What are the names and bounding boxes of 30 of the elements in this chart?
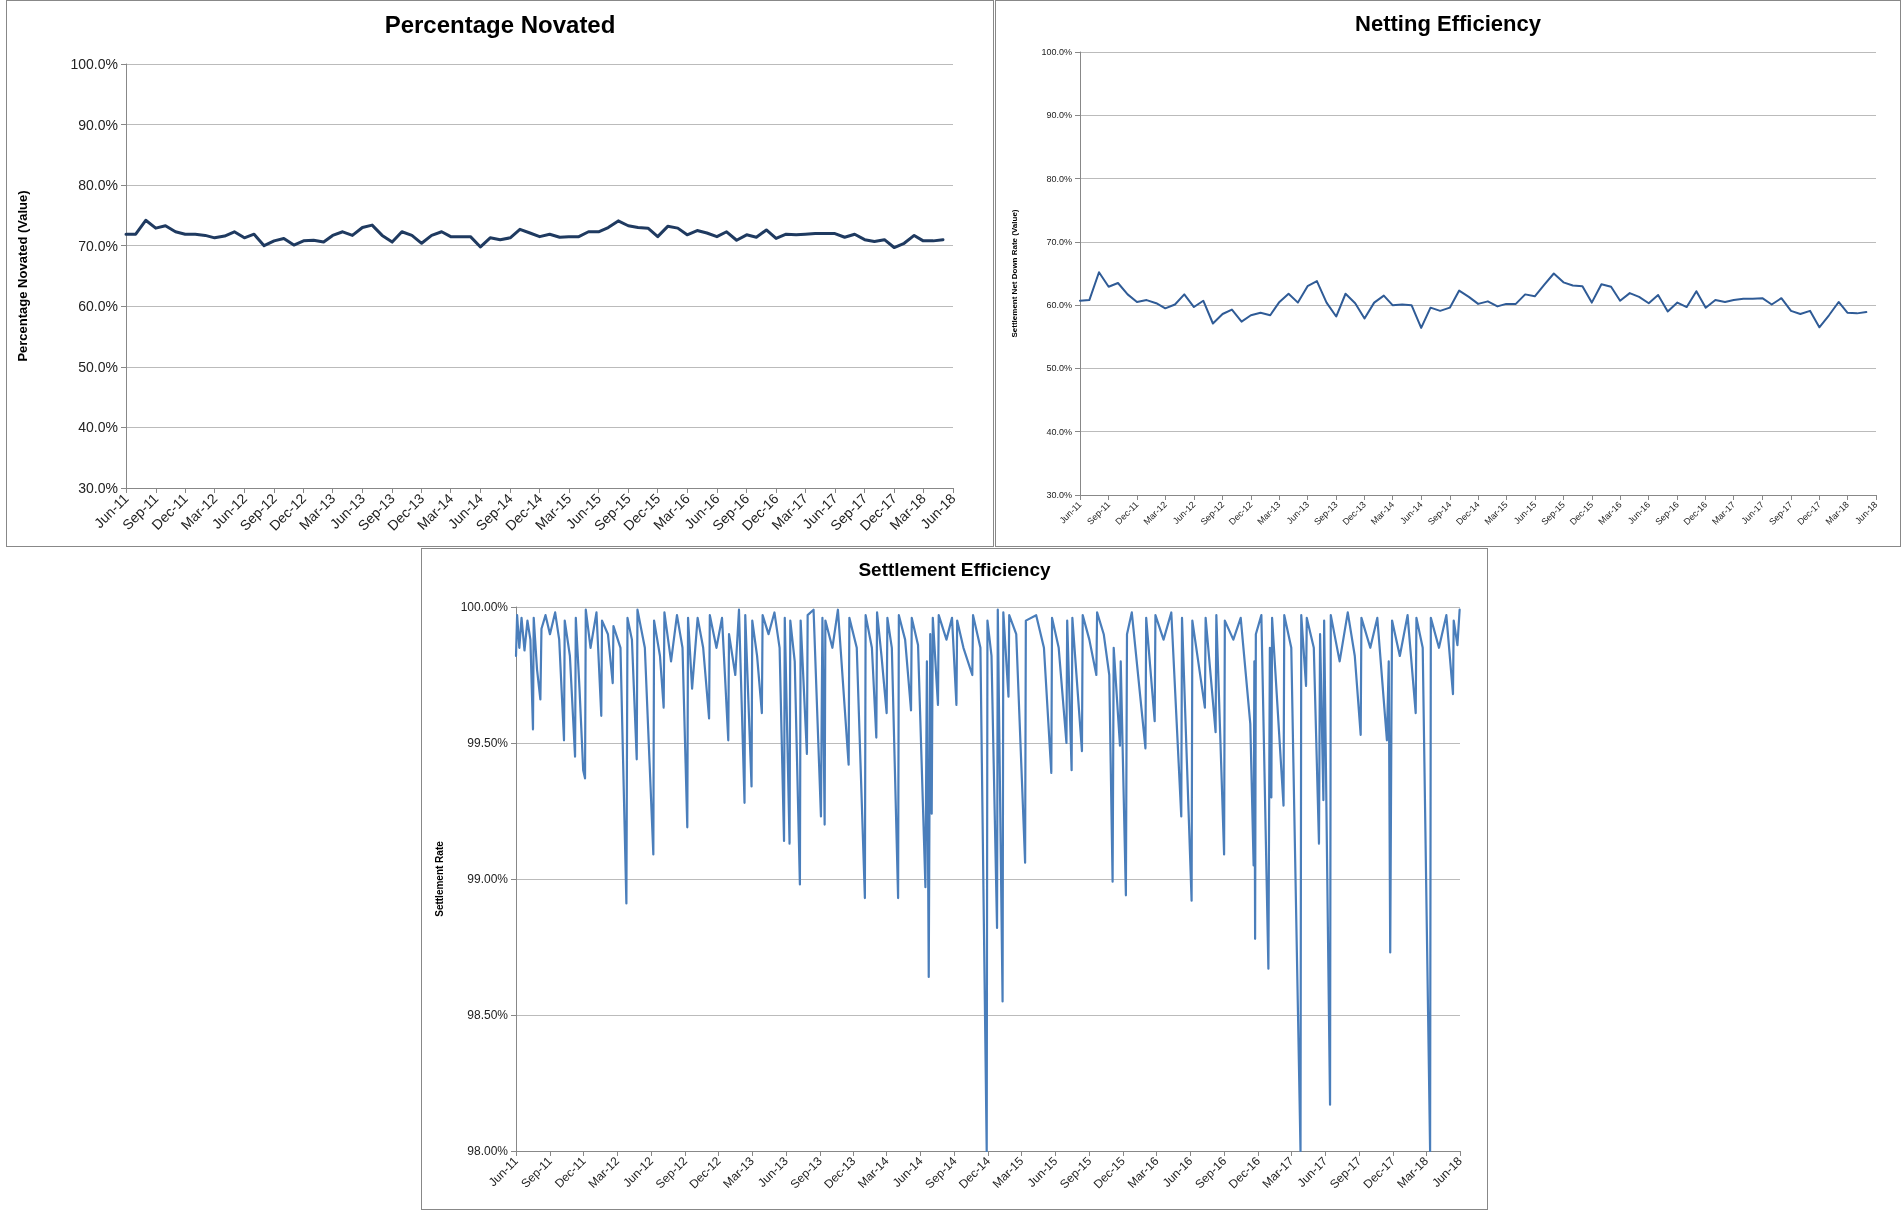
y-tick-label: 90.0%	[78, 116, 118, 133]
line-series	[514, 608, 1461, 1153]
y-tick-label: 50.0%	[1046, 363, 1072, 374]
y-tick-label: 70.0%	[78, 237, 118, 254]
y-tick-label: 80.0%	[78, 177, 118, 194]
y-tick-label: 98.00%	[467, 1144, 509, 1158]
y-tick-label: 60.0%	[78, 298, 118, 315]
y-tick-label: 100.0%	[1041, 47, 1072, 57]
y-tick-label: 90.0%	[1046, 110, 1072, 121]
y-tick-label: 80.0%	[1046, 173, 1072, 184]
y-tick-label: 50.0%	[78, 358, 118, 375]
line-series	[1079, 271, 1868, 329]
y-tick-label: 60.0%	[1046, 300, 1072, 311]
chart-title: Settlement Efficiency	[858, 559, 1052, 580]
y-tick-label: 99.00%	[467, 872, 509, 886]
y-tick-label: 99.50%	[467, 736, 509, 750]
chart-title: Netting Efficiency	[1355, 10, 1542, 36]
line-series	[124, 218, 945, 250]
y-axis-title: Percentage Novated (Value)	[15, 190, 30, 362]
y-tick-label: 40.0%	[1046, 426, 1072, 437]
y-tick-label: 70.0%	[1046, 236, 1072, 247]
y-axis-title: Settlement Net Down Rate (Value)	[1009, 209, 1019, 338]
chart-title: Percentage Novated	[384, 10, 616, 38]
y-tick-label: 100.00%	[460, 600, 509, 614]
y-tick-label: 98.50%	[467, 1008, 509, 1022]
y-tick-label: 100.0%	[70, 56, 118, 72]
y-axis-title: Settlement Rate	[433, 840, 445, 917]
y-tick-label: 30.0%	[78, 480, 118, 496]
y-tick-label: 40.0%	[78, 419, 118, 436]
y-tick-label: 30.0%	[1046, 490, 1072, 500]
